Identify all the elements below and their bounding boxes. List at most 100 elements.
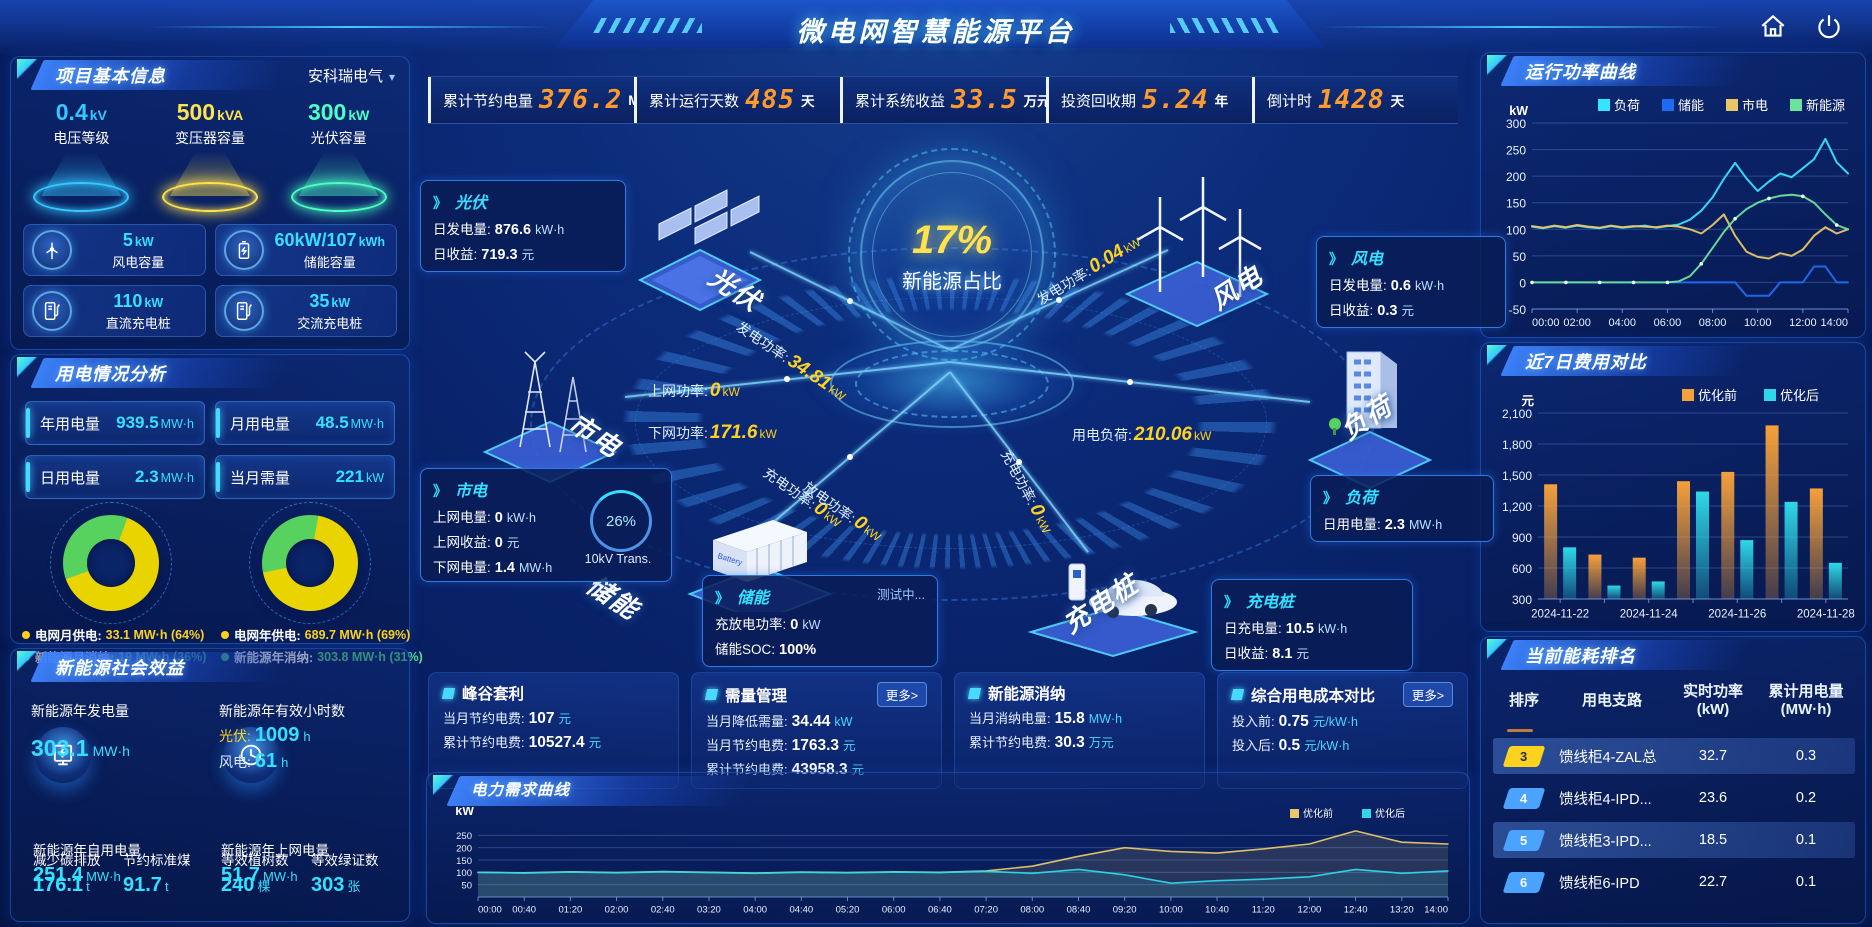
wind-node[interactable] <box>1115 132 1280 332</box>
donut-block: 电网年供电:689.7 MW·h (69%)新能源年消纳:303.8 MW·h … <box>217 502 423 666</box>
row-value: 1763.3 <box>791 737 840 754</box>
panel-title: 运行功率曲线 <box>1525 61 1636 82</box>
stat-unit: 天 <box>800 94 815 109</box>
benefit-stat: 等效植树数 240 棵 <box>221 853 289 896</box>
supply-donut-charts: 电网月供电:33.1 MW·h (64%)新能源月消纳:19 MW·h (36%… <box>11 502 423 666</box>
svg-text:200: 200 <box>1506 170 1526 184</box>
stat-value: 2.3 MW·h <box>135 467 194 486</box>
battery-icon <box>223 230 264 270</box>
transformer-gauge: 26% <box>590 490 652 552</box>
realtime-power: 32.7 <box>1698 748 1728 764</box>
row-label: 当月消纳电量: <box>969 711 1051 726</box>
capacity-cone: 0.4 kV 电压等级 <box>22 99 140 214</box>
svg-text:02:40: 02:40 <box>651 905 675 916</box>
stat-label: 投资回收期 <box>1061 92 1137 110</box>
benefit-stat: 新能源年自用电量 251.4 MW·h <box>33 843 141 886</box>
cone-number: 300 <box>307 99 347 125</box>
stat-segment: 累计节约电量 376.2 MW·h <box>428 77 634 123</box>
svg-text:10:40: 10:40 <box>1205 905 1229 916</box>
table-row[interactable]: 3 馈线柜4-ZAL总 32.7 0.3 <box>1493 738 1855 774</box>
panel-title: 项目基本信息 <box>55 65 166 86</box>
table-row[interactable]: 6 馈线柜6-IPD 22.7 0.1 <box>1493 864 1855 900</box>
center-bubble: 17% 新能源占比 <box>848 148 1056 361</box>
svg-text:2,100: 2,100 <box>1502 407 1532 421</box>
svg-text:50: 50 <box>461 880 472 891</box>
home-icon[interactable] <box>1758 12 1788 42</box>
card-title-row: 新能源消纳 <box>967 682 1190 704</box>
table-row[interactable]: 5 馈线柜3-IPD... 18.5 0.1 <box>1493 822 1855 858</box>
header-line: 排序 <box>1508 692 1539 709</box>
svg-text:04:40: 04:40 <box>789 905 813 916</box>
rank-number: 3 <box>1520 748 1528 764</box>
pv-hours-value: 1009 <box>254 724 300 746</box>
svg-text:2024-11-22: 2024-11-22 <box>1531 609 1589 621</box>
panel-power-curve: 运行功率曲线 300 250 200 150 100 50 0 -50 kW 00:00 02:00… <box>1480 52 1866 338</box>
column-header: 累计用电量 (MW·h) <box>1757 683 1855 719</box>
panel-cost-compare: 近7日费用对比 2,100 1,800 1,500 1,200 900 600 300 元 20… <box>1480 342 1866 632</box>
svg-text:新能源: 新能源 <box>1806 98 1845 113</box>
company-dropdown[interactable]: 安科瑞电气 ▾ <box>308 65 395 86</box>
donut-gauge <box>62 515 159 611</box>
more-button[interactable]: 更多> <box>876 682 927 707</box>
capacity-value: 110 kW <box>113 290 164 311</box>
donut-gauge <box>261 515 358 611</box>
row-value: 107 <box>528 710 555 727</box>
cone-visual <box>151 152 269 214</box>
capacity-unit: kWh <box>358 234 385 249</box>
capacity-card-text: 60kW/107 kWh 储能容量 <box>272 230 389 271</box>
row-unit: MW·h <box>1088 712 1123 726</box>
banner-line-left <box>150 26 550 28</box>
svg-text:50: 50 <box>1513 250 1527 264</box>
legend-dot <box>22 630 30 639</box>
stat-value: 939.5 MW·h <box>116 413 194 432</box>
more-button[interactable]: 更多> <box>1402 682 1453 707</box>
cone-label: 电压等级 <box>53 130 110 146</box>
cone-base <box>290 182 387 212</box>
svg-text:900: 900 <box>1512 531 1532 545</box>
row-unit: 万元 <box>1088 736 1114 750</box>
load-node[interactable] <box>1305 322 1435 492</box>
svg-text:03:20: 03:20 <box>697 905 721 916</box>
scroll-indicator <box>1507 729 1533 732</box>
table-header: 排序 用电支路 实时功率 (kW) 累计用电量 (MW·h) <box>1493 683 1855 719</box>
stat-label: 新能源年有效小时数 <box>219 703 345 719</box>
card-row: 当月节约电费: 107 元 <box>443 708 664 728</box>
capacity-cone: 300 kW 光伏容量 <box>280 99 398 214</box>
svg-text:01:20: 01:20 <box>558 905 582 916</box>
pv-node[interactable] <box>635 172 765 317</box>
cumulative-energy: 0.1 <box>1795 832 1817 848</box>
panel-social-benefit: 新能源社会效益 新能源年发电量 303.1 MW·h 新能源年有效小时数 光伏: 1… <box>10 648 410 922</box>
svg-text:1,200: 1,200 <box>1502 500 1532 514</box>
svg-text:负荷: 负荷 <box>1614 98 1640 113</box>
stat-unit: 年 <box>1214 94 1229 109</box>
chevron-down-icon: ▾ <box>388 69 395 84</box>
svg-text:00:00: 00:00 <box>1532 317 1560 329</box>
power-icon[interactable] <box>1814 12 1844 42</box>
legend-label: 电网月供电: <box>35 629 102 643</box>
header-line: (kW) <box>1696 701 1730 718</box>
capacity-cones: 0.4 kV 电压等级 500 kVA 变压器容量 300 kW 光伏容量 <box>11 93 409 214</box>
rank-cell: 5 <box>1493 829 1555 851</box>
realtime-power: 22.7 <box>1698 874 1728 890</box>
legend-dot <box>221 630 229 639</box>
pv-hours-label: 光伏: <box>219 728 251 744</box>
svg-text:2024-11-24: 2024-11-24 <box>1620 609 1679 621</box>
capacity-cards: 5 kW 风电容量 60kW/107 kWh 储能容量 110 kW 直流充电桩 35 kW 交流充电… <box>23 224 397 337</box>
card-title: 新能源消纳 <box>988 686 1066 703</box>
svg-text:市电: 市电 <box>1742 98 1768 113</box>
panel-title: 用电情况分析 <box>55 363 166 384</box>
charger-node[interactable] <box>1025 520 1200 660</box>
table-row[interactable]: 4 馈线柜4-IPD... 23.6 0.2 <box>1493 780 1855 816</box>
rank-badge: 3 <box>1502 745 1546 767</box>
row-value: 10527.4 <box>528 734 585 751</box>
grid-node[interactable] <box>475 317 625 487</box>
row-unit: 元/kW·h <box>1304 739 1350 753</box>
svg-text:10:00: 10:00 <box>1159 905 1183 916</box>
company-name: 安科瑞电气 <box>307 67 383 85</box>
capacity-value: 5 kW <box>122 229 154 250</box>
svg-text:07:20: 07:20 <box>974 905 998 916</box>
wind-info-card: 》风电 日发电量: 0.6 kW·h 日收益: 0.3 元 <box>1316 236 1506 328</box>
flow-load-power: 用电负荷: 210.06 kW <box>1072 424 1212 445</box>
legend-row: 电网年供电: 689.7 MW·h (69%) <box>221 625 410 644</box>
svg-text:2024-11-28: 2024-11-28 <box>1797 609 1855 621</box>
